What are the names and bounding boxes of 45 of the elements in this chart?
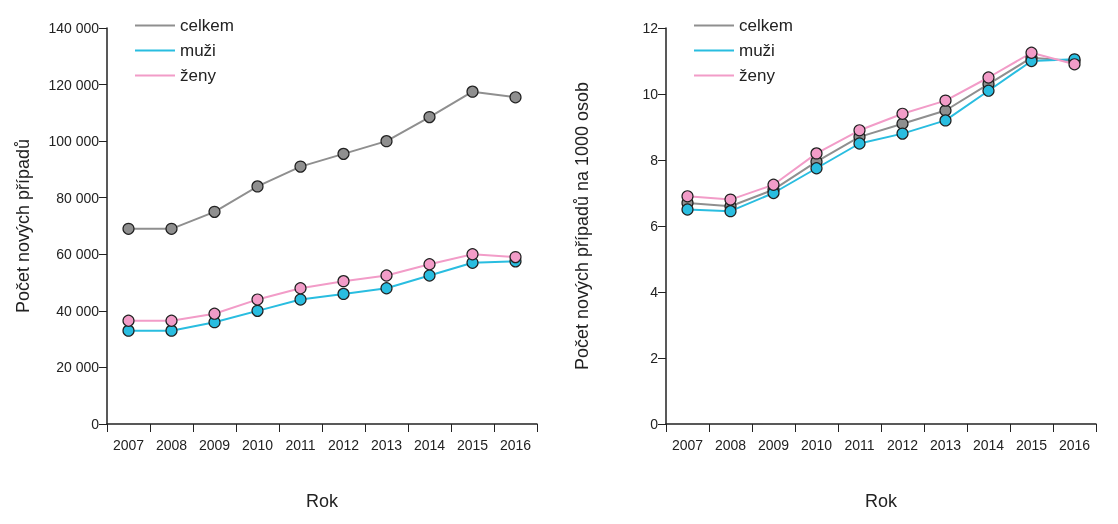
legend-label: muži: [180, 41, 216, 60]
y-tick-label: 10: [642, 86, 659, 102]
legend-label: ženy: [739, 66, 776, 85]
x-tick-label: 2015: [1015, 437, 1048, 453]
x-axis-title: Rok: [305, 491, 339, 511]
x-tick-label: 2009: [757, 437, 790, 453]
x-tick-label: 2009: [198, 437, 231, 453]
legend-label: ženy: [180, 66, 217, 85]
y-tick-label: 6: [650, 218, 659, 234]
x-tick-label: 2008: [714, 437, 747, 453]
y-axis-title: Počet nových případů na 1000 osob: [572, 81, 592, 371]
legend-label: celkem: [180, 16, 234, 35]
y-tick-label: 40 000: [56, 302, 100, 319]
y-tick-label: 0: [650, 416, 659, 432]
y-tick-label: 80 000: [56, 189, 100, 206]
x-tick-label: 2011: [844, 437, 875, 453]
y-tick-label: 2: [650, 350, 659, 366]
x-tick-label: 2010: [241, 437, 274, 453]
legend-label: muži: [739, 41, 775, 60]
y-tick-label: 20 000: [56, 359, 100, 376]
x-tick-label: 2013: [929, 437, 962, 453]
x-tick-label: 2016: [499, 437, 532, 453]
x-tick-label: 2014: [972, 437, 1005, 453]
x-tick-label: 2007: [671, 437, 704, 453]
y-axis-title: Počet nových případů: [13, 138, 33, 314]
x-tick-label: 2007: [112, 437, 145, 453]
x-tick-label: 2014: [413, 437, 446, 453]
y-tick-label: 120 000: [48, 76, 100, 93]
x-axis-title: Rok: [864, 491, 898, 511]
y-tick-label: 100 000: [48, 133, 100, 150]
x-tick-label: 2016: [1058, 437, 1091, 453]
legend-label: celkem: [739, 16, 793, 35]
y-tick-label: 60 000: [56, 246, 100, 263]
y-tick-label: 8: [650, 152, 659, 168]
x-tick-label: 2012: [327, 437, 360, 453]
x-tick-label: 2011: [285, 437, 316, 453]
x-tick-label: 2008: [155, 437, 188, 453]
y-tick-label: 0: [91, 416, 100, 432]
y-tick-label: 140 000: [48, 20, 100, 36]
x-tick-label: 2010: [800, 437, 833, 453]
x-tick-label: 2012: [886, 437, 919, 453]
y-tick-label: 4: [650, 284, 659, 300]
y-tick-label: 12: [642, 20, 659, 36]
x-tick-label: 2013: [370, 437, 403, 453]
x-tick-label: 2015: [456, 437, 489, 453]
